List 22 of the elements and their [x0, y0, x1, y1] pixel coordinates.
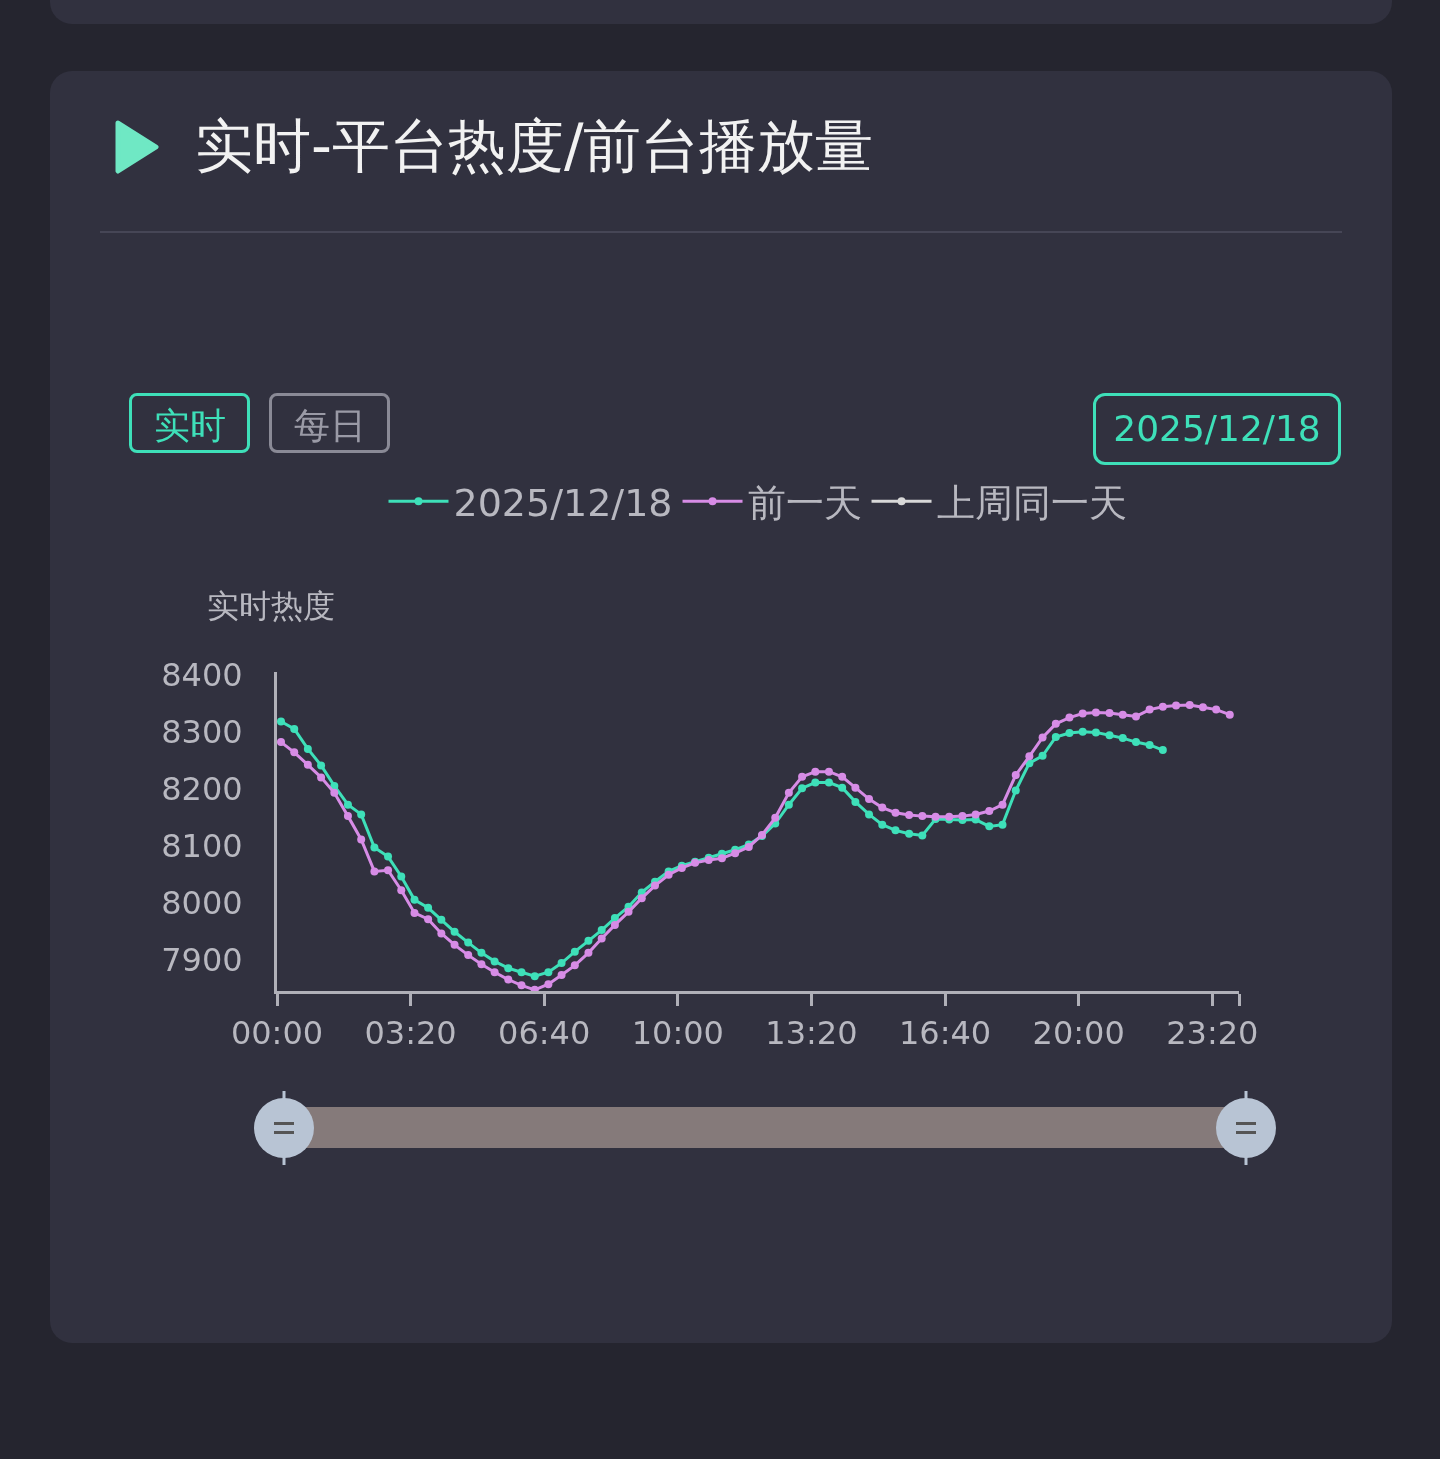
y-tick-label: 8100	[161, 826, 243, 865]
text: 每日	[269, 393, 390, 453]
legend-label: 前一天	[747, 481, 862, 526]
x-tick-label: 13:20	[765, 1014, 858, 1053]
y-axis-title: 实时热度	[207, 587, 335, 625]
legend-label: 2025/12/18	[453, 481, 673, 526]
y-tick-label: 8400	[161, 656, 243, 695]
y-tick-label: 8000	[161, 883, 243, 922]
chart-title: 实时-平台热度/前台播放量	[195, 111, 874, 182]
x-tick-label: 00:00	[230, 1014, 324, 1053]
y-tick-label: 7900	[161, 940, 243, 979]
text: 实时	[129, 393, 250, 453]
x-tick-label: 20:00	[1032, 1014, 1125, 1053]
x-tick-label: 03:20	[364, 1014, 457, 1053]
y-tick-label: 8200	[161, 769, 243, 808]
legend-label: 上周同一天	[936, 481, 1127, 526]
y-tick-label: 8300	[161, 713, 243, 752]
x-tick-label: 16:40	[898, 1014, 992, 1053]
x-tick-label: 23:20	[1166, 1014, 1259, 1053]
x-tick-label: 10:00	[631, 1014, 724, 1053]
text: 2025/12/18	[1093, 393, 1341, 465]
x-tick-label: 06:40	[498, 1014, 591, 1053]
